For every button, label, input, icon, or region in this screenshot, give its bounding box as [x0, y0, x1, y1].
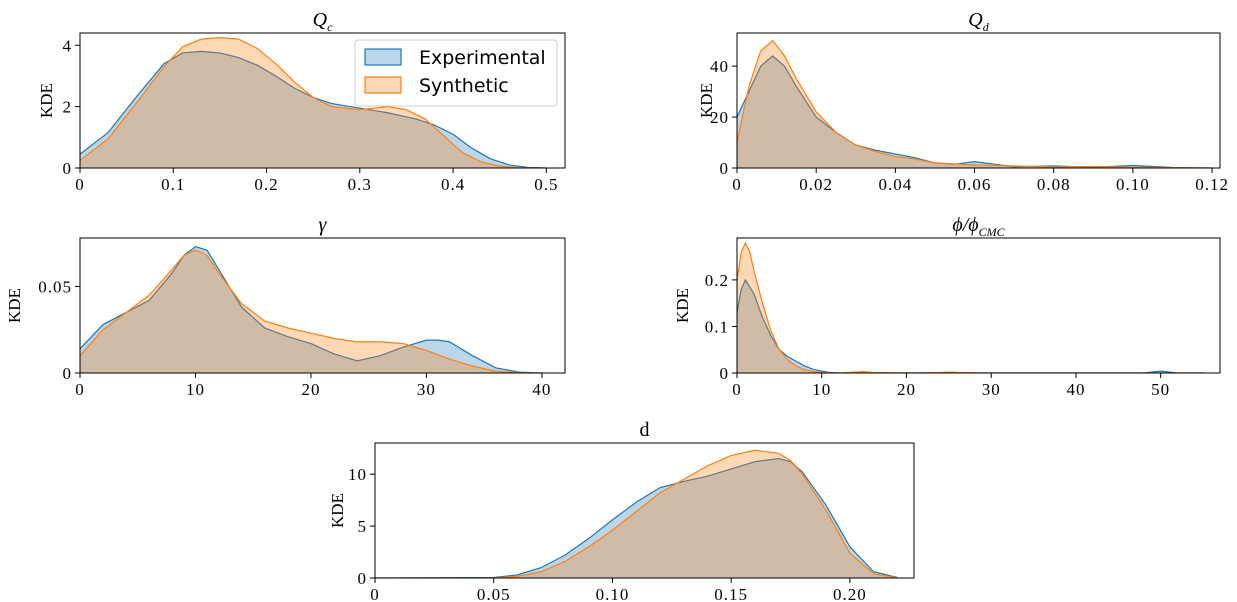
- subplot-4: 0 10 20 30 40 50 0 0.1 0.2 KDE ϕ/ϕCMC: [673, 214, 1220, 399]
- y-tick-label: 0.1: [705, 317, 729, 336]
- x-tick-label: 0: [370, 585, 380, 602]
- subplot-title: d: [640, 419, 650, 441]
- y-tick-label: 0.2: [705, 271, 729, 290]
- synthetic-kde-area: [737, 41, 1212, 168]
- experimental-kde-line: [737, 280, 1203, 373]
- x-tick-label: 0.10: [1116, 175, 1150, 194]
- x-tick-label: 40: [532, 380, 551, 399]
- synthetic-legend-swatch: [365, 77, 401, 93]
- y-axis-label: KDE: [673, 288, 692, 323]
- synthetic-legend-label: Synthetic: [419, 75, 509, 97]
- x-tick-label: 10: [186, 380, 205, 399]
- experimental-legend-label: Experimental: [419, 47, 546, 69]
- x-tick-label: 0: [732, 175, 742, 194]
- subplot-title: γ: [319, 214, 328, 236]
- x-tick-label: 0.08: [1037, 175, 1071, 194]
- y-tick-label: 0.05: [38, 277, 72, 296]
- x-tick-label: 0.4: [441, 175, 465, 194]
- x-tick-label: 10: [812, 380, 831, 399]
- x-tick-label: 0.04: [878, 175, 912, 194]
- x-tick-label: 0.3: [348, 175, 372, 194]
- x-tick-label: 0.06: [958, 175, 992, 194]
- x-tick-label: 30: [982, 380, 1001, 399]
- x-tick-label: 0.12: [1195, 175, 1229, 194]
- x-tick-label: 30: [417, 380, 436, 399]
- y-tick-label: 0: [720, 364, 730, 383]
- synthetic-kde-line: [737, 243, 1203, 373]
- y-tick-label: 5: [358, 517, 368, 536]
- x-tick-label: 0.20: [833, 585, 867, 602]
- y-axis-label: KDE: [5, 288, 24, 323]
- subplot-title: Qc: [313, 9, 333, 34]
- x-tick-label: 0.2: [254, 175, 278, 194]
- subplot-title: ϕ/ϕCMC: [952, 214, 1005, 239]
- x-tick-label: 20: [897, 380, 916, 399]
- x-tick-label: 0: [75, 380, 85, 399]
- experimental-legend-swatch: [365, 49, 401, 65]
- experimental-kde-area: [737, 280, 1203, 373]
- x-tick-label: 0.02: [799, 175, 833, 194]
- x-tick-label: 0.05: [477, 585, 511, 602]
- subplot-3: 0 10 20 30 40 0 0.05 KDE γ: [5, 214, 565, 399]
- x-tick-label: 20: [301, 380, 320, 399]
- y-tick-label: 2: [63, 98, 73, 117]
- y-tick-label: 4: [63, 36, 73, 55]
- y-tick-label: 40: [710, 57, 729, 76]
- y-axis-label: KDE: [328, 493, 347, 528]
- subplot-title: Qd: [968, 9, 989, 34]
- y-tick-label: 10: [348, 465, 367, 484]
- y-axis-label: KDE: [37, 83, 56, 118]
- x-tick-label: 0: [75, 175, 85, 194]
- x-tick-label: 40: [1066, 380, 1085, 399]
- y-tick-label: 0: [63, 364, 73, 383]
- x-tick-label: 50: [1151, 380, 1170, 399]
- y-tick-label: 0: [63, 159, 73, 178]
- x-tick-label: 0.10: [596, 585, 630, 602]
- y-axis-label: KDE: [697, 83, 716, 118]
- x-tick-label: 0.5: [534, 175, 558, 194]
- axes-frame: [737, 238, 1220, 373]
- x-tick-label: 0.1: [161, 175, 185, 194]
- x-tick-label: 0.15: [714, 585, 748, 602]
- y-tick-label: 0: [720, 159, 730, 178]
- legend: Experimental Synthetic: [355, 40, 557, 106]
- synthetic-kde-area: [80, 250, 542, 373]
- y-tick-label: 0: [358, 569, 368, 588]
- x-tick-label: 0: [732, 380, 742, 399]
- synthetic-kde-area: [737, 243, 1203, 373]
- synthetic-kde-area: [375, 450, 897, 578]
- subplot-1: 0 0.1 0.2 0.3 0.4 0.5 0 2 4 KDE Qc Experimental Synt…: [37, 9, 565, 194]
